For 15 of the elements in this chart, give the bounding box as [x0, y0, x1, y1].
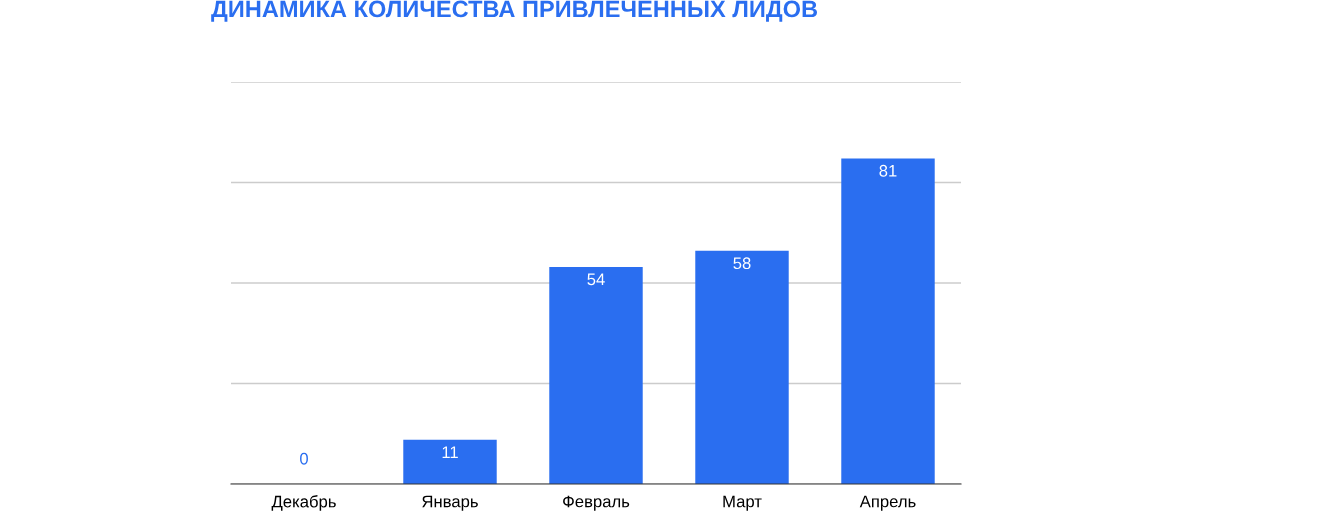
data-label: 54	[587, 273, 605, 286]
x-tick-label: Март	[723, 495, 762, 511]
bar	[841, 158, 935, 484]
x-tick-label: Январь	[422, 495, 478, 511]
bar	[695, 250, 789, 484]
data-label: 58	[733, 257, 751, 270]
bar	[403, 439, 497, 484]
bar	[549, 266, 643, 484]
data-label: 0	[300, 452, 308, 465]
data-label: 11	[442, 446, 458, 458]
data-label: 81	[879, 164, 897, 177]
x-tick-label: Декабрь	[271, 495, 336, 511]
x-tick-label: Апрель	[859, 495, 916, 511]
x-tick-label: Февраль	[563, 495, 630, 511]
chart-title: ДИНАМИКА КОЛИЧЕСТВА ПРИВЛЕЧЕННЫХ ЛИДОВ	[211, 0, 818, 22]
